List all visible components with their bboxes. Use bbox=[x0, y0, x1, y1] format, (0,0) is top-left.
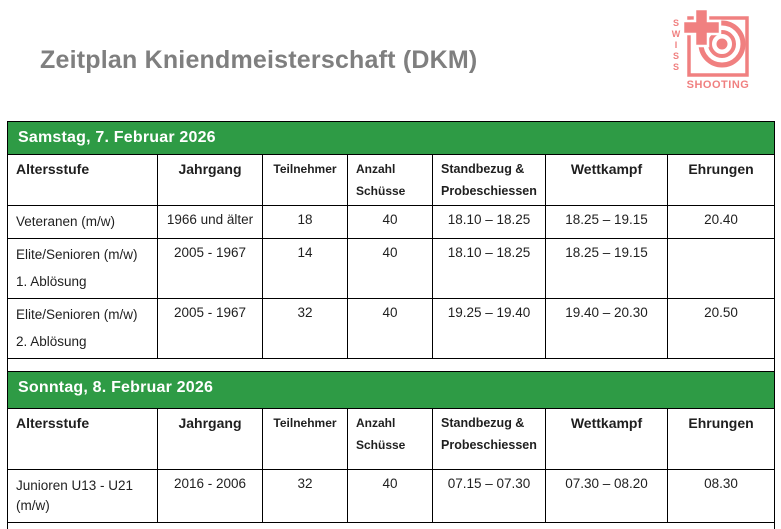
cell-jahrgang: 2005 - 1967 bbox=[157, 238, 263, 299]
schedule-table-sunday: Sonntag, 8. Februar 2026 Altersstufe Jah… bbox=[6, 371, 776, 529]
header-row: Altersstufe Jahrgang Teilnehmer Anzahl S… bbox=[7, 408, 776, 470]
cell-altersstufe: Elite/Senioren (m/w) 2. Ablösung bbox=[7, 298, 158, 359]
cell-standbezug: 07.15 – 07.30 bbox=[432, 469, 546, 523]
section-title-sunday: Sonntag, 8. Februar 2026 bbox=[6, 371, 776, 409]
logo-wordmark: SHOOTING bbox=[687, 79, 750, 91]
cell-schuesse: 40 bbox=[347, 469, 433, 523]
cell-standbezug: 19.25 – 19.40 bbox=[432, 298, 546, 359]
table-row-veteranen: Veteranen (m/w) 1966 und älter 18 40 18.… bbox=[7, 205, 776, 239]
cell-teilnehmer: 14 bbox=[262, 238, 348, 299]
cell-standbezug: 18.10 – 18.25 bbox=[432, 205, 546, 239]
table-row-elite-2: Elite/Senioren (m/w) 2. Ablösung 2005 - … bbox=[7, 298, 776, 359]
col-header-anzahl-schuesse: Anzahl Schüsse bbox=[347, 154, 433, 206]
col-header-jahrgang: Jahrgang bbox=[157, 408, 263, 470]
svg-text:I: I bbox=[675, 40, 678, 50]
section-band-sunday: Sonntag, 8. Februar 2026 bbox=[6, 371, 776, 409]
cell-wettkampf: 19.40 – 20.30 bbox=[545, 298, 668, 359]
logo-swiss-vertical: S W I S S bbox=[672, 18, 681, 72]
section-title-saturday: Samstag, 7. Februar 2026 bbox=[6, 121, 776, 155]
cell-wettkampf: 18.25 – 19.15 bbox=[545, 238, 668, 299]
table-row-junioren: Junioren U13 - U21 (m/w) 2016 - 2006 32 … bbox=[7, 469, 776, 523]
svg-text:S: S bbox=[673, 18, 679, 28]
schedule-table-saturday: Samstag, 7. Februar 2026 Altersstufe Jah… bbox=[6, 121, 776, 392]
col-header-teilnehmer: Teilnehmer bbox=[262, 408, 348, 470]
col-header-wettkampf: Wettkampf bbox=[545, 408, 668, 470]
cell-teilnehmer: 18 bbox=[262, 205, 348, 239]
cell-wettkampf: 18.25 – 19.15 bbox=[545, 205, 668, 239]
col-header-altersstufe: Altersstufe bbox=[7, 408, 158, 470]
col-header-wettkampf: Wettkampf bbox=[545, 154, 668, 206]
cell-altersstufe: Junioren U13 - U21 (m/w) bbox=[7, 469, 158, 523]
cell-teilnehmer: 32 bbox=[262, 469, 348, 523]
cell-ehrungen: 20.40 bbox=[666, 205, 776, 239]
cell-ehrungen bbox=[666, 238, 776, 299]
col-header-anzahl-schuesse: Anzahl Schüsse bbox=[347, 408, 433, 470]
empty-row bbox=[6, 522, 776, 529]
cell-jahrgang: 1966 und älter bbox=[157, 205, 263, 239]
swiss-shooting-logo: S W I S S SHOOTING bbox=[672, 8, 750, 91]
page-title: Zeitplan Kniendmeisterschaft (DKM) bbox=[40, 46, 478, 74]
cell-jahrgang: 2005 - 1967 bbox=[157, 298, 263, 359]
col-header-jahrgang: Jahrgang bbox=[157, 154, 263, 206]
cell-altersstufe: Veteranen (m/w) bbox=[7, 205, 158, 239]
cross-icon bbox=[681, 8, 722, 48]
cell-teilnehmer: 32 bbox=[262, 298, 348, 359]
cell-altersstufe: Elite/Senioren (m/w) 1. Ablösung bbox=[7, 238, 158, 299]
cell-jahrgang: 2016 - 2006 bbox=[157, 469, 263, 523]
col-header-standbezug: Standbezug & Probeschiessen bbox=[432, 154, 546, 206]
cell-ehrungen: 08.30 bbox=[666, 469, 776, 523]
col-header-teilnehmer: Teilnehmer bbox=[262, 154, 348, 206]
col-header-altersstufe: Altersstufe bbox=[7, 154, 158, 206]
section-band-saturday: Samstag, 7. Februar 2026 bbox=[6, 121, 776, 155]
table-row-elite-1: Elite/Senioren (m/w) 1. Ablösung 2005 - … bbox=[7, 238, 776, 299]
svg-text:S: S bbox=[673, 62, 679, 72]
header-row: Altersstufe Jahrgang Teilnehmer Anzahl S… bbox=[7, 154, 776, 206]
cell-schuesse: 40 bbox=[347, 298, 433, 359]
col-header-standbezug: Standbezug & Probeschiessen bbox=[432, 408, 546, 470]
cell-schuesse: 40 bbox=[347, 238, 433, 299]
cell-ehrungen: 20.50 bbox=[666, 298, 776, 359]
col-header-ehrungen: Ehrungen bbox=[666, 154, 776, 206]
col-header-ehrungen: Ehrungen bbox=[666, 408, 776, 470]
svg-text:W: W bbox=[672, 29, 681, 39]
cell-standbezug: 18.10 – 18.25 bbox=[432, 238, 546, 299]
svg-text:S: S bbox=[673, 51, 679, 61]
spacer-row bbox=[6, 522, 776, 529]
cell-wettkampf: 07.30 – 08.20 bbox=[545, 469, 668, 523]
target-icon bbox=[681, 8, 749, 77]
cell-schuesse: 40 bbox=[347, 205, 433, 239]
